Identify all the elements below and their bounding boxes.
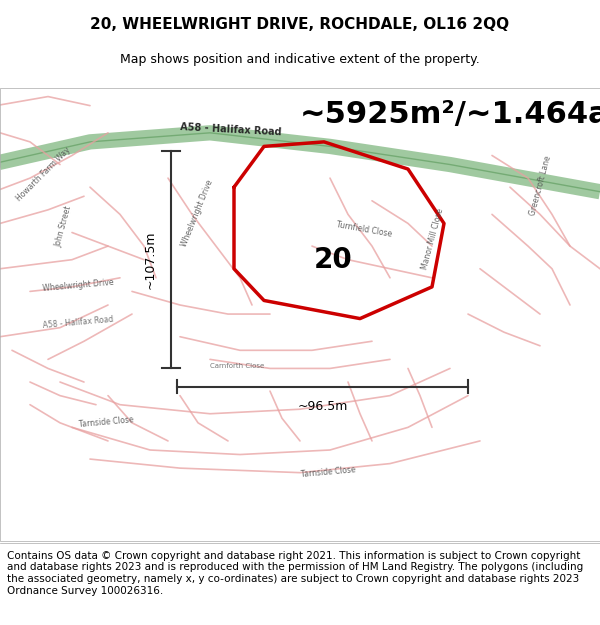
Text: A58 - Halifax Road: A58 - Halifax Road xyxy=(42,314,113,329)
Text: Contains OS data © Crown copyright and database right 2021. This information is : Contains OS data © Crown copyright and d… xyxy=(7,551,583,596)
Text: ~5925m²/~1.464ac.: ~5925m²/~1.464ac. xyxy=(300,100,600,129)
Text: Wheelwright Drive: Wheelwright Drive xyxy=(42,278,114,293)
Text: Tarnside Close: Tarnside Close xyxy=(300,466,356,479)
Text: Carnforth Close: Carnforth Close xyxy=(210,363,264,369)
Text: Turnfield Close: Turnfield Close xyxy=(336,221,393,239)
Text: Tarnside Close: Tarnside Close xyxy=(78,416,134,429)
Text: ~96.5m: ~96.5m xyxy=(298,401,347,414)
Text: 20, WHEELWRIGHT DRIVE, ROCHDALE, OL16 2QQ: 20, WHEELWRIGHT DRIVE, ROCHDALE, OL16 2Q… xyxy=(91,17,509,32)
Text: Greencroft Lane: Greencroft Lane xyxy=(528,154,553,216)
Text: Map shows position and indicative extent of the property.: Map shows position and indicative extent… xyxy=(120,53,480,66)
Text: A58 - Halifax Road: A58 - Halifax Road xyxy=(180,122,282,137)
Text: Wheelwright Drive: Wheelwright Drive xyxy=(180,179,215,248)
Text: ~107.5m: ~107.5m xyxy=(143,231,157,289)
Text: Howarth Farm Way: Howarth Farm Way xyxy=(15,145,73,202)
Text: 20: 20 xyxy=(314,246,352,274)
Text: Manor Mill Close: Manor Mill Close xyxy=(420,208,445,271)
Text: John Street: John Street xyxy=(54,205,74,248)
